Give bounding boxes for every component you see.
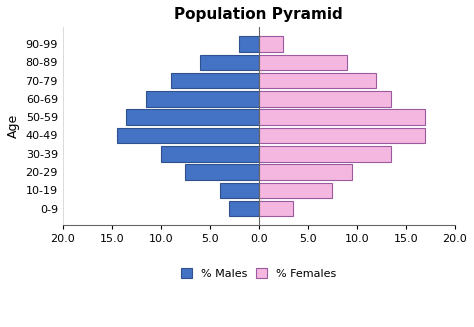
Bar xyxy=(259,55,347,70)
Bar xyxy=(200,55,259,70)
Y-axis label: Age: Age xyxy=(7,114,20,138)
Bar xyxy=(259,182,332,198)
Bar xyxy=(259,110,425,125)
Bar xyxy=(259,201,293,216)
Bar xyxy=(259,73,376,88)
Bar xyxy=(185,164,259,180)
Bar xyxy=(171,73,259,88)
Bar xyxy=(239,36,259,52)
Bar xyxy=(259,91,391,107)
Bar xyxy=(259,128,425,143)
Bar xyxy=(219,182,259,198)
Bar xyxy=(259,36,283,52)
Bar xyxy=(161,146,259,162)
Legend: % Males, % Females: % Males, % Females xyxy=(176,264,341,283)
Title: Population Pyramid: Population Pyramid xyxy=(174,7,343,22)
Bar xyxy=(259,164,352,180)
Bar xyxy=(146,91,259,107)
Bar xyxy=(229,201,259,216)
Bar xyxy=(117,128,259,143)
Bar xyxy=(259,146,391,162)
Bar xyxy=(127,110,259,125)
